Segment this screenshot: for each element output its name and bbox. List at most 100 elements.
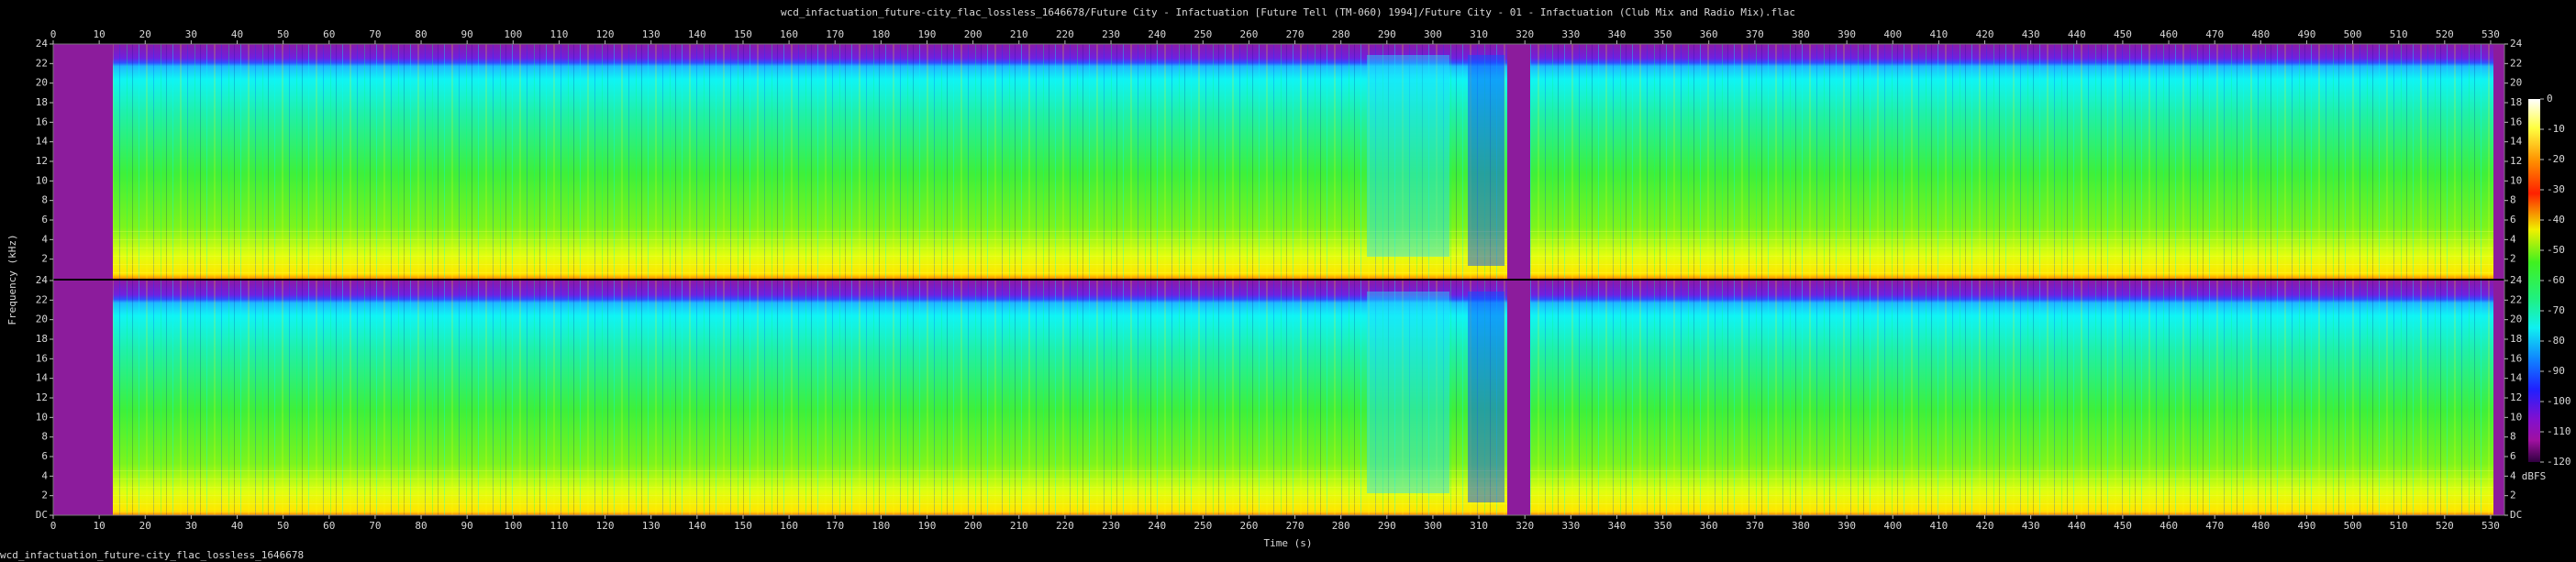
x-tick-label: 200 xyxy=(964,28,983,40)
x-tick-label: 30 xyxy=(185,28,197,40)
colorbar-label: dBFS xyxy=(2522,470,2547,482)
colorbar-tick-label: -90 xyxy=(2547,365,2565,377)
y-tick-label: 18 xyxy=(2510,96,2522,108)
x-tick-label: 140 xyxy=(688,520,706,532)
y-tick-label: 20 xyxy=(2510,77,2522,89)
x-tick-label: 410 xyxy=(1929,520,1948,532)
channel-top xyxy=(53,44,2504,279)
x-tick-label: 390 xyxy=(1838,520,1856,532)
x-tick-label: 320 xyxy=(1516,28,1534,40)
x-tick-label: 150 xyxy=(734,520,752,532)
texture xyxy=(113,466,1507,515)
y-tick-label: 12 xyxy=(2510,391,2522,403)
y-tick-label: 8 xyxy=(41,431,48,443)
y-tick-label: 22 xyxy=(36,57,48,69)
y-tick-label: 2 xyxy=(2510,490,2516,501)
x-tick-label: 50 xyxy=(277,28,289,40)
y-tick-label: 22 xyxy=(36,293,48,305)
x-tick-label: 170 xyxy=(826,520,844,532)
x-tick-label: 310 xyxy=(1470,28,1488,40)
colorbar-tick-label: -30 xyxy=(2547,183,2565,195)
x-tick-label: 210 xyxy=(1010,520,1028,532)
x-tick-label: 430 xyxy=(2022,28,2040,40)
y-tick-label: 2 xyxy=(41,253,48,265)
y-tick-label: 4 xyxy=(2510,233,2516,245)
x-tick-label: 210 xyxy=(1010,28,1028,40)
x-tick-label: 520 xyxy=(2436,28,2454,40)
x-tick-label: 510 xyxy=(2390,520,2408,532)
x-tick-label: 480 xyxy=(2251,28,2270,40)
y-tick-label: 24 xyxy=(2510,38,2523,50)
y-tick-label: 18 xyxy=(36,96,48,108)
y-tick-label: 10 xyxy=(2510,174,2522,186)
plot-frame xyxy=(52,43,2505,516)
y-tick-label: 4 xyxy=(2510,469,2516,481)
x-tick-label: 170 xyxy=(826,28,844,40)
x-tick-label: 20 xyxy=(139,28,151,40)
colorbar xyxy=(2528,99,2540,462)
x-tick-label: 180 xyxy=(872,28,890,40)
colorbar-tick-label: -50 xyxy=(2547,244,2565,256)
x-tick-label: 290 xyxy=(1378,520,1396,532)
y-tick-label: 6 xyxy=(2510,450,2516,462)
texture xyxy=(1468,292,1505,502)
x-tick-label: 290 xyxy=(1378,28,1396,40)
x-tick-label: 60 xyxy=(323,520,335,532)
x-tick-label: 530 xyxy=(2482,520,2500,532)
x-tick-label: 160 xyxy=(780,520,798,532)
y-tick-label: 10 xyxy=(36,411,48,423)
y-tick-label: 24 xyxy=(36,38,49,50)
channel-bottom xyxy=(53,281,2504,515)
x-tick-label: 120 xyxy=(596,520,615,532)
x-tick-label: 460 xyxy=(2160,28,2178,40)
x-tick-label: 130 xyxy=(642,28,661,40)
x-tick-label: 60 xyxy=(323,28,335,40)
x-tick-label: 340 xyxy=(1608,520,1627,532)
y-tick-label: 4 xyxy=(41,233,48,245)
y-tick-label: 2 xyxy=(41,490,48,501)
colorbar-tick-label: -20 xyxy=(2547,153,2565,165)
x-tick-label: 140 xyxy=(688,28,706,40)
y-tick-label: 12 xyxy=(36,391,48,403)
colorbar-tick-label: -60 xyxy=(2547,274,2565,286)
x-tick-label: 440 xyxy=(2068,28,2086,40)
x-axis-title: Time (s) xyxy=(1264,537,1313,549)
colorbar-tick-label: -70 xyxy=(2547,304,2565,316)
x-tick-label: 370 xyxy=(1746,520,1764,532)
y-tick-label: 6 xyxy=(41,450,48,462)
x-tick-label: 330 xyxy=(1561,28,1580,40)
texture xyxy=(1530,466,2493,515)
y-tick-label: 8 xyxy=(41,194,48,206)
y-tick-label: 22 xyxy=(2510,57,2522,69)
x-tick-label: 220 xyxy=(1056,28,1074,40)
colorbar-tick-label: -120 xyxy=(2547,456,2571,468)
texture xyxy=(113,229,1507,279)
y-tick-label: 4 xyxy=(41,469,48,481)
y-tick-label: 22 xyxy=(2510,293,2522,305)
y-tick-label: 6 xyxy=(41,214,48,226)
y-tick-label: DC xyxy=(36,509,48,521)
x-tick-label: 240 xyxy=(1148,28,1166,40)
x-tick-label: 250 xyxy=(1194,28,1212,40)
colorbar-tick-label: -40 xyxy=(2547,214,2565,226)
x-tick-label: 400 xyxy=(1883,28,1902,40)
x-tick-label: 300 xyxy=(1424,28,1442,40)
x-tick-label: 450 xyxy=(2114,520,2132,532)
y-tick-label: 18 xyxy=(36,333,48,345)
x-tick-label: 250 xyxy=(1194,520,1212,532)
x-tick-label: 260 xyxy=(1239,520,1258,532)
x-tick-label: 120 xyxy=(596,28,615,40)
x-tick-label: 160 xyxy=(780,28,798,40)
x-tick-label: 510 xyxy=(2390,28,2408,40)
x-tick-label: 420 xyxy=(1976,28,1994,40)
x-tick-label: 20 xyxy=(139,520,151,532)
x-tick-label: 70 xyxy=(369,520,381,532)
x-tick-label: 50 xyxy=(277,520,289,532)
x-tick-label: 360 xyxy=(1700,28,1718,40)
x-tick-label: 450 xyxy=(2114,28,2132,40)
x-tick-label: 100 xyxy=(504,520,522,532)
x-tick-label: 330 xyxy=(1561,520,1580,532)
texture xyxy=(1367,292,1449,493)
x-tick-label: 40 xyxy=(231,28,243,40)
y-tick-label: 14 xyxy=(36,136,49,148)
